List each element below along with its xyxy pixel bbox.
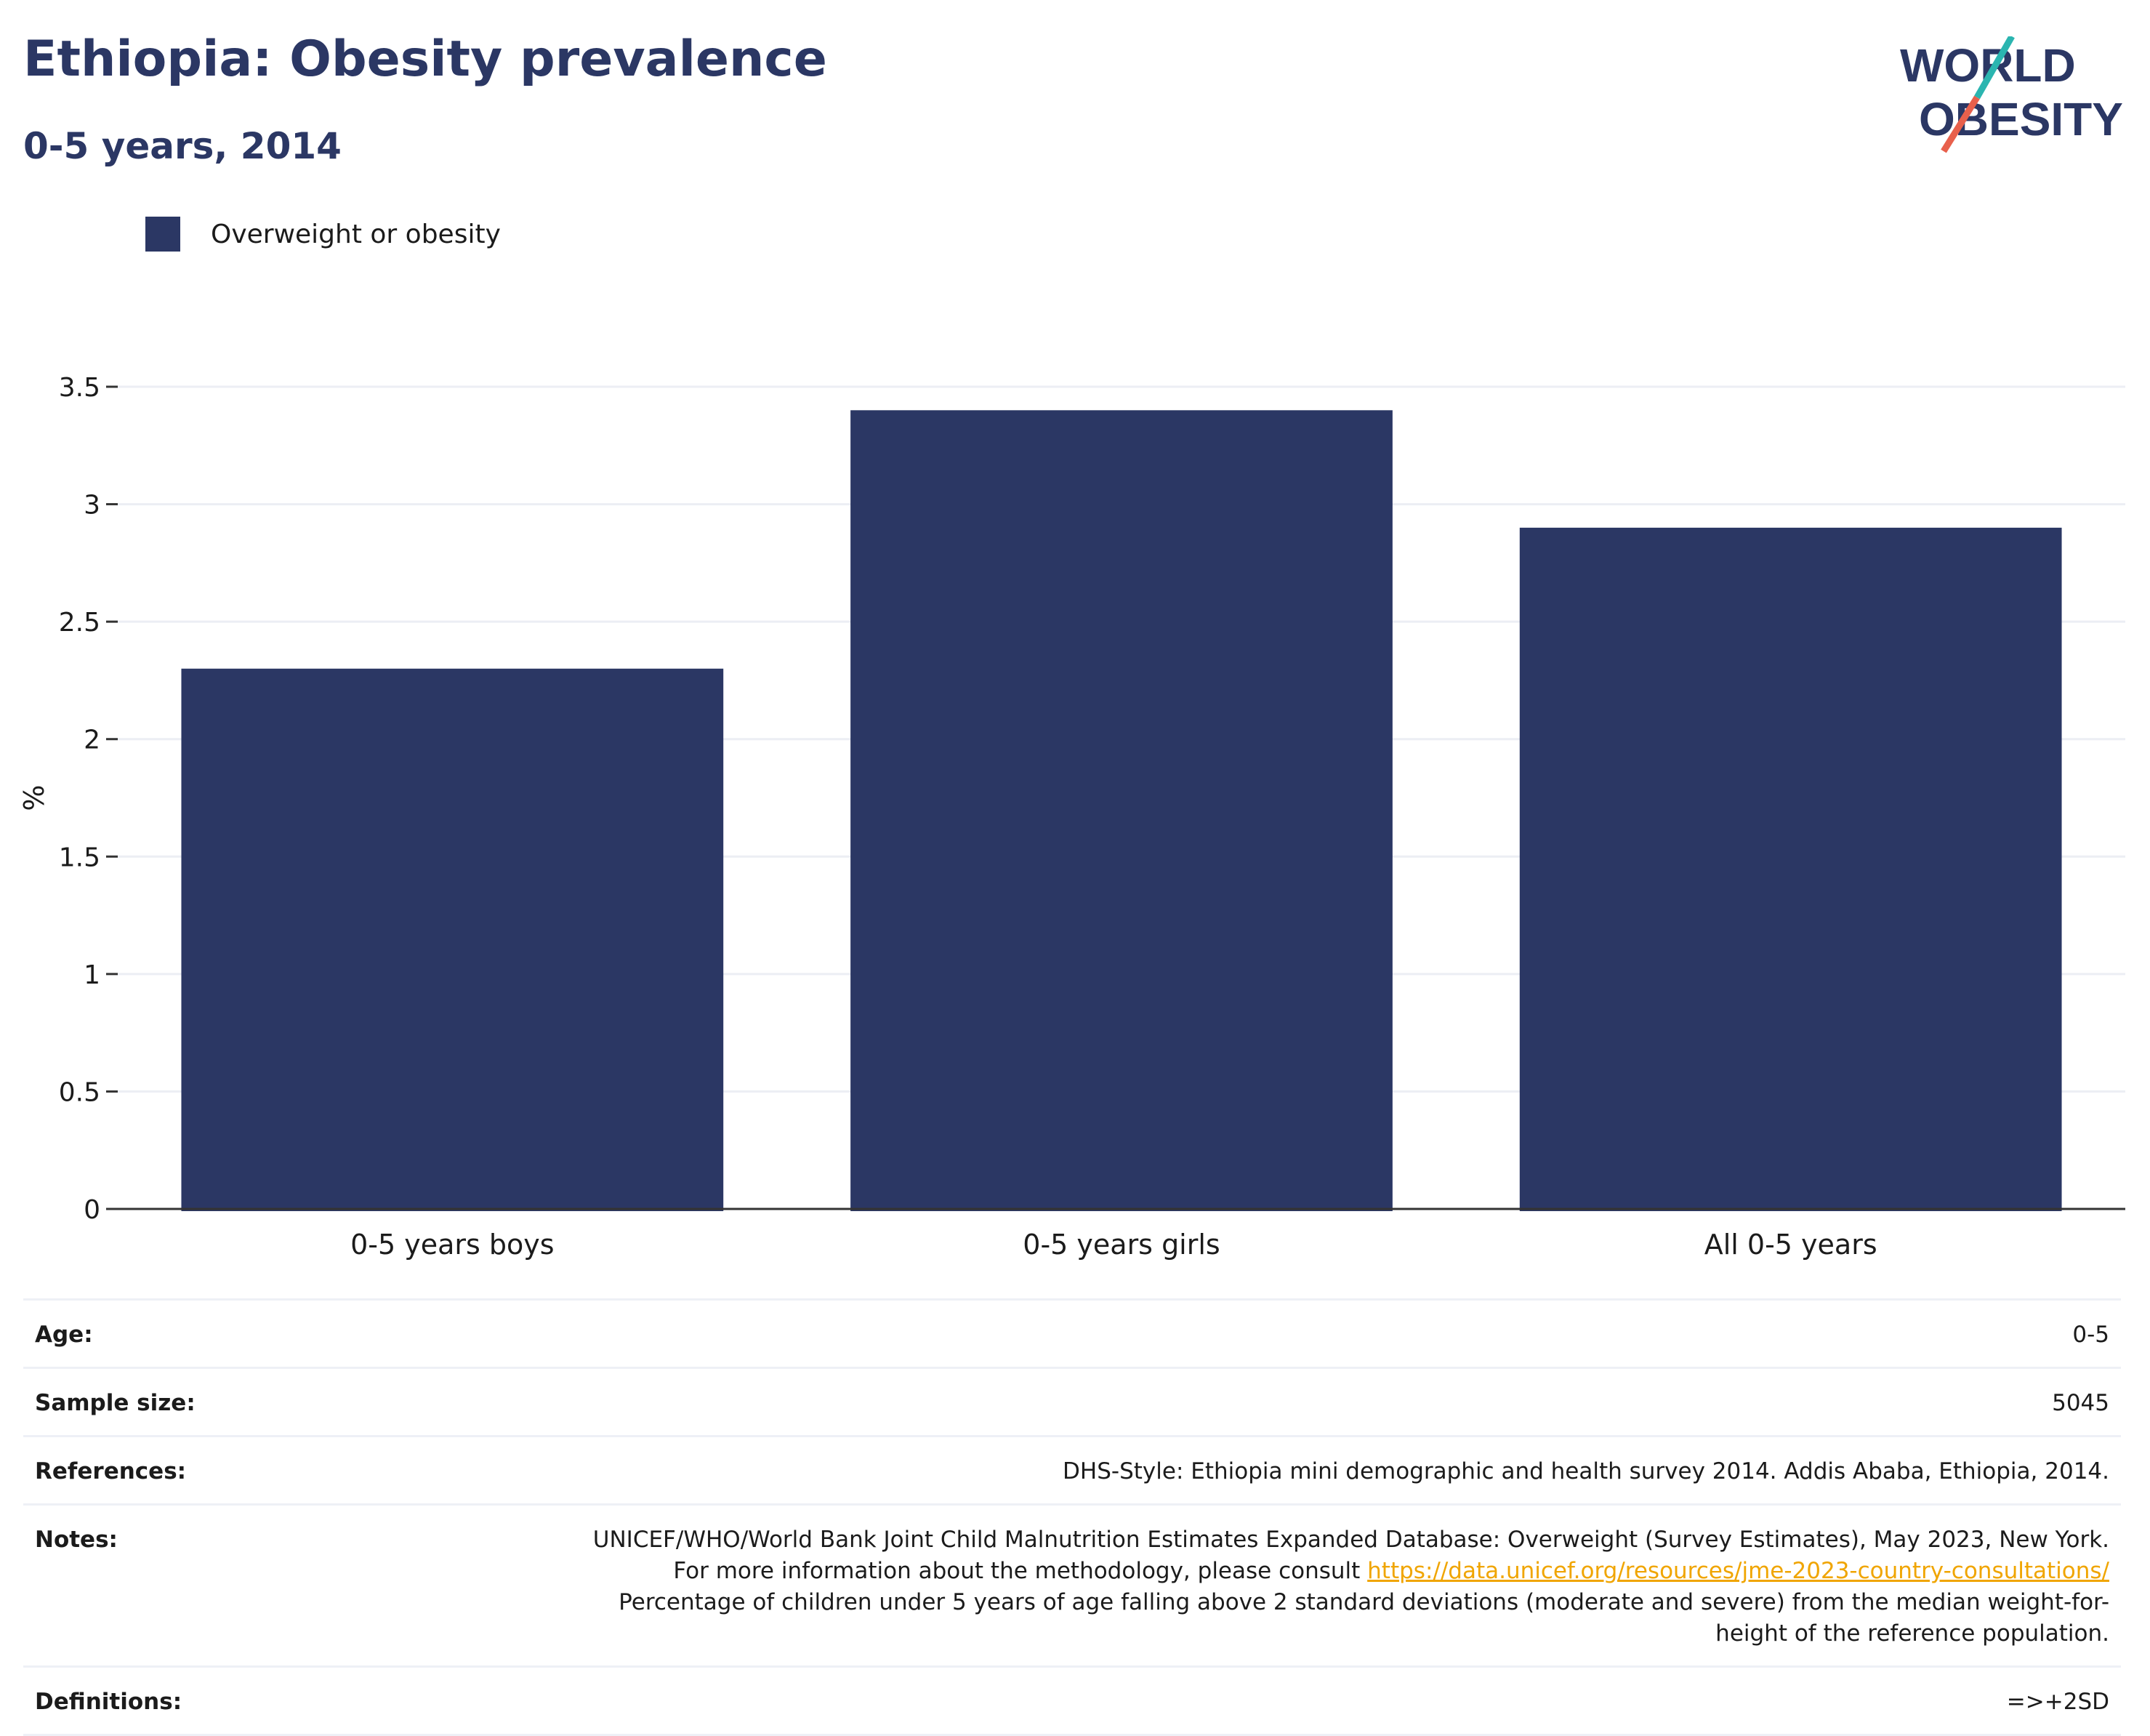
y-tick-label: 3 [84, 491, 100, 521]
details-table: Age: 0-5 Sample size: 5045 References: D… [23, 1298, 2121, 1736]
methodology-link[interactable]: https://data.unicef.org/resources/jme-20… [1367, 1558, 2109, 1584]
bars [181, 410, 2062, 1212]
y-tick-label: 3.5 [59, 373, 100, 403]
notes-text-1: UNICEF/WHO/World Bank Joint Child Malnut… [592, 1527, 2109, 1584]
sample-size-value: 5045 [2052, 1390, 2109, 1416]
x-tick-label: 0-5 years girls [1023, 1229, 1220, 1261]
x-tick-label: All 0-5 years [1704, 1229, 1877, 1261]
bar [850, 410, 1393, 1212]
chart-legend[interactable]: Overweight or obesity [145, 217, 501, 252]
legend-swatch [145, 217, 180, 252]
world-obesity-logo: WORLD OBESITY [1900, 36, 2123, 153]
references-value: DHS-Style: Ethiopia mini demographic and… [1063, 1458, 2109, 1484]
legend-label: Overweight or obesity [211, 219, 501, 249]
y-tick-label: 0.5 [59, 1077, 100, 1107]
y-tick-label: 1 [84, 960, 100, 990]
axes: 0 0.5 1 1.5 2 2.5 3 3.5 0-5 years boys 0-5 years … [59, 373, 2125, 1261]
sample-size-label: Sample size: [35, 1390, 196, 1416]
details-row-sample-size: Sample size: 5045 [23, 1369, 2121, 1437]
details-row-age: Age: 0-5 [23, 1301, 2121, 1369]
age-value: 0-5 [2072, 1322, 2109, 1348]
x-tick-label: 0-5 years boys [350, 1229, 554, 1261]
y-tick-label: 2.5 [59, 608, 100, 638]
age-label: Age: [35, 1322, 93, 1348]
details-row-references: References: DHS-Style: Ethiopia mini dem… [23, 1437, 2121, 1506]
page-title: Ethiopia: Obesity prevalence [23, 31, 827, 88]
bar [1519, 527, 2062, 1211]
logo-slash-coral [1941, 95, 1980, 153]
y-tick-label: 0 [84, 1195, 100, 1225]
y-axis-label: % [18, 784, 50, 811]
bar [181, 668, 724, 1211]
definitions-value: =>+2SD [2006, 1689, 2109, 1715]
y-tick-label: 1.5 [59, 843, 100, 872]
notes-label: Notes: [35, 1527, 118, 1553]
y-tick-label: 2 [84, 726, 100, 755]
definitions-label: Definitions: [35, 1689, 182, 1715]
details-row-notes: Notes: UNICEF/WHO/World Bank Joint Child… [23, 1506, 2121, 1668]
references-label: References: [35, 1458, 187, 1484]
page-subtitle: 0-5 years, 2014 [23, 125, 342, 167]
notes-text-2: Percentage of children under 5 years of … [619, 1589, 2109, 1647]
logo-slash-teal [1974, 36, 2015, 100]
bar-chart: 0 0.5 1 1.5 2 2.5 3 3.5 0-5 years boys 0-5 years … [18, 373, 2125, 1261]
notes-value: UNICEF/WHO/World Bank Joint Child Malnut… [583, 1524, 2109, 1649]
details-row-definitions: Definitions: =>+2SD [23, 1668, 2121, 1736]
